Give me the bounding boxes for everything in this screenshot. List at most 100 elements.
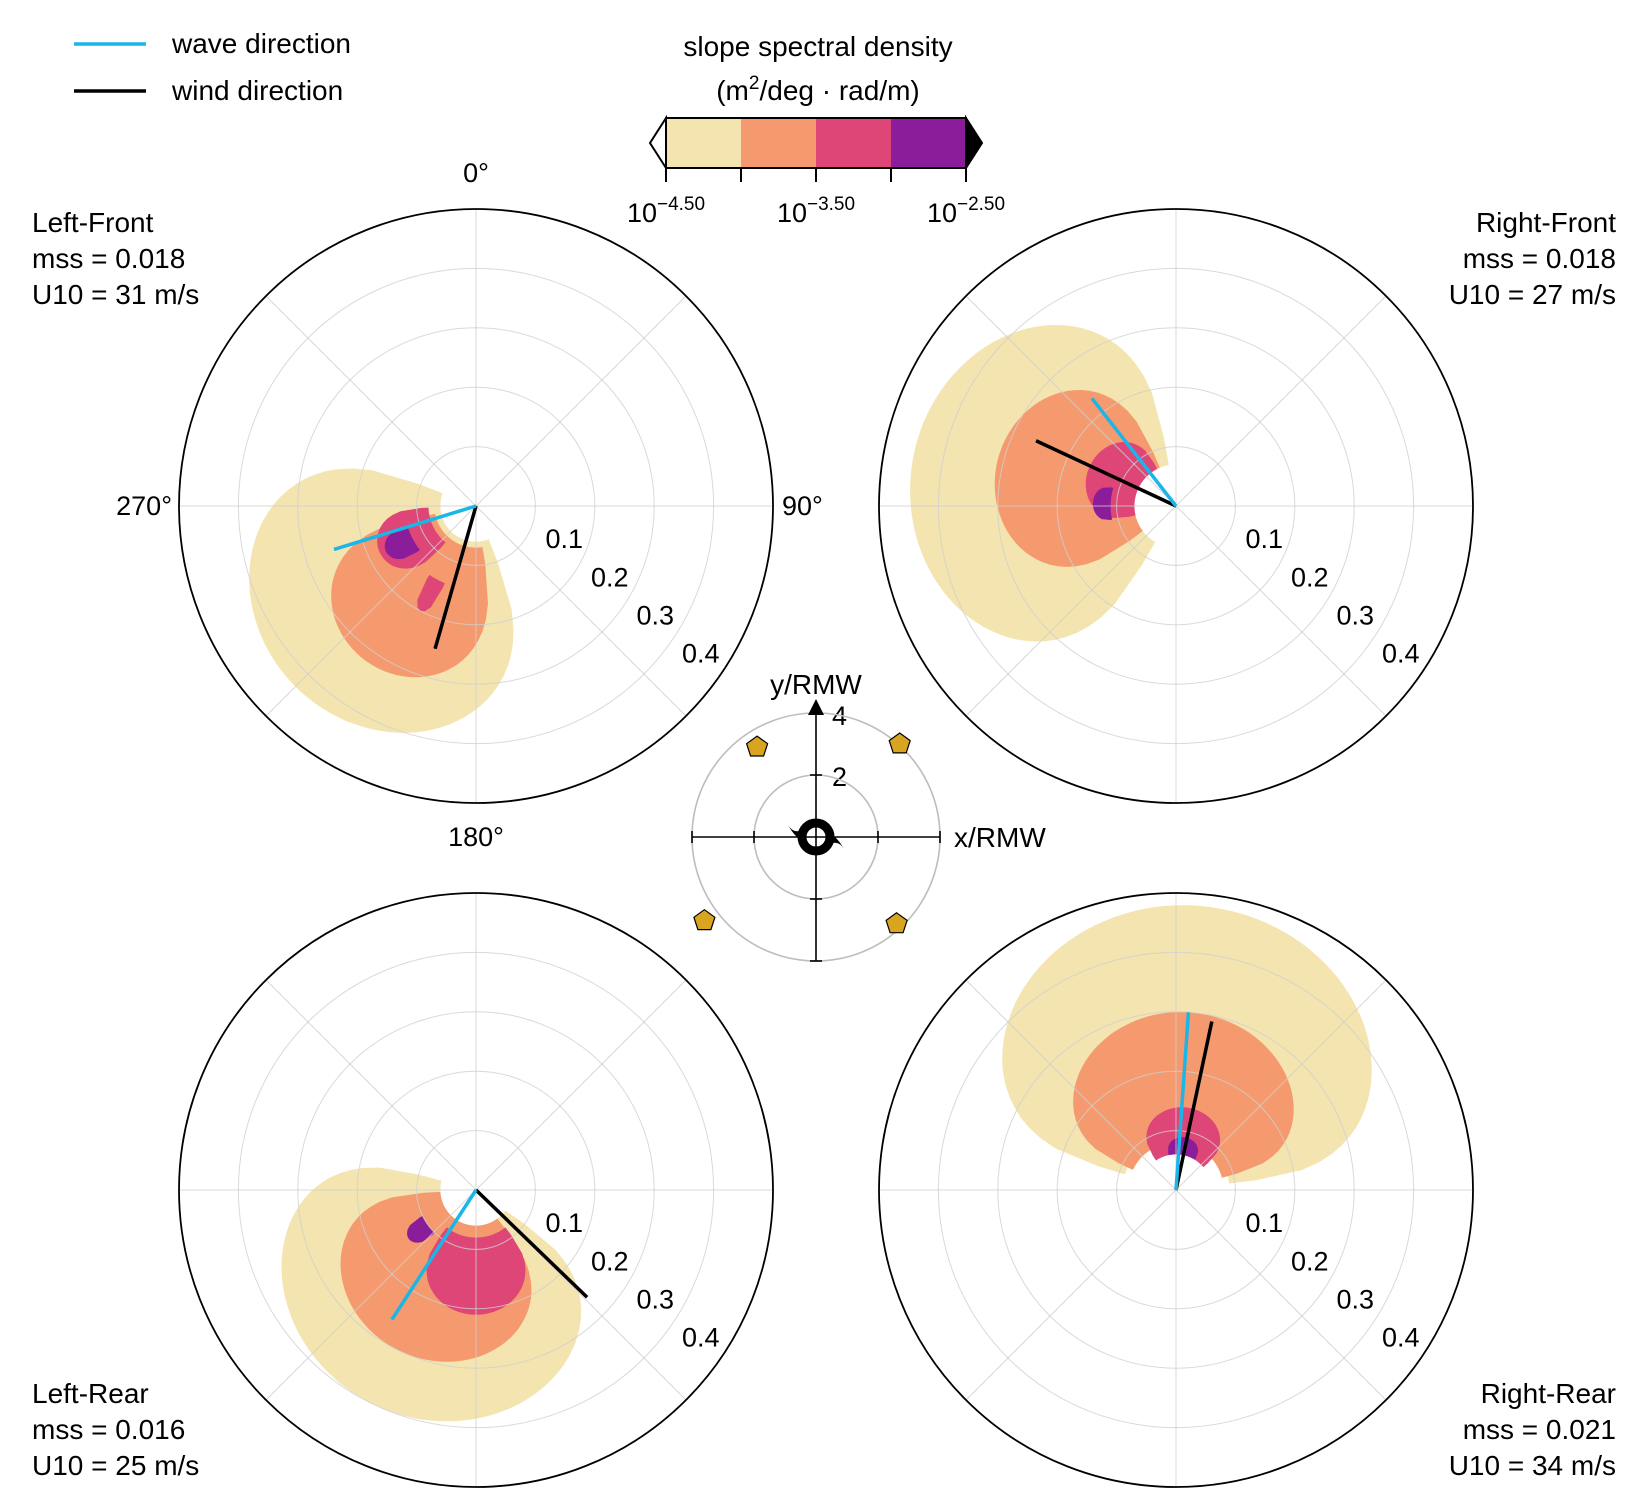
- colorbar-tick-label: 10−3.50: [777, 194, 855, 228]
- panel-labels: Left-Front mss = 0.018 U10 = 31 m/s Righ…: [32, 207, 1616, 1481]
- buoy-marker-2: [888, 732, 911, 754]
- panel-title-right-rear: Right-Rear: [1481, 1378, 1616, 1409]
- buoy-marker-1: [745, 735, 769, 757]
- colorbar-segment-2: [741, 118, 817, 168]
- colorbar-segment-3: [816, 118, 892, 168]
- grid-spoke: [1175, 295, 1387, 507]
- storm-inset: y/RMW x/RMW 4 2: [691, 669, 1046, 962]
- label-left-rear: Left-Rear mss = 0.016 U10 = 25 m/s: [32, 1378, 199, 1481]
- polar-frame: [178, 208, 774, 804]
- hurricane-icon: [788, 818, 844, 856]
- label-right-rear: Right-Rear mss = 0.021 U10 = 34 m/s: [1449, 1378, 1616, 1481]
- grid-spoke: [475, 505, 687, 717]
- angle-label-0: 0°: [463, 158, 489, 188]
- polar-frame: [178, 892, 774, 1488]
- inset-ylabel: y/RMW: [770, 669, 862, 700]
- inset-y-arrow: [808, 699, 824, 715]
- wave-direction-line: [333, 504, 477, 552]
- radial-tick-label: 0.2: [1291, 1246, 1329, 1276]
- legend: wave direction wind direction: [74, 28, 351, 106]
- legend-wave-label: wave direction: [171, 28, 351, 59]
- polar-frame: [878, 892, 1474, 1488]
- buoy-marker-4: [885, 912, 908, 934]
- contour-level-2-2: [331, 513, 488, 678]
- legend-wind-label: wind direction: [171, 75, 343, 106]
- colorbar-extend-max: [965, 114, 984, 172]
- radial-tick-label: 0.4: [682, 639, 720, 669]
- panel-u10-left-rear: U10 = 25 m/s: [32, 1450, 199, 1481]
- polar-panel-left-rear: 0.10.2 0.30.4: [178, 892, 774, 1488]
- radial-tick-label: 0.1: [1246, 524, 1284, 554]
- grid-spoke: [265, 1189, 477, 1401]
- angle-label-90: 90°: [782, 491, 823, 521]
- panel-u10-right-front: U10 = 27 m/s: [1449, 279, 1616, 310]
- hurricane-arm-left: [788, 825, 804, 841]
- colorbar-tick-label: 10−2.50: [927, 194, 1005, 228]
- inset-xlabel: x/RMW: [954, 822, 1046, 853]
- grid-spoke: [265, 295, 477, 507]
- buoy-marker-3: [693, 908, 716, 931]
- polar-frame: [878, 208, 1474, 804]
- colorbar-segment-1: [666, 118, 742, 168]
- wave-direction-line: [1174, 1012, 1191, 1191]
- angle-labels: 0° 90° 180° 270°: [116, 158, 823, 852]
- wind-direction-line: [474, 1188, 589, 1299]
- polar-panel-right-rear: 0.10.2 0.30.4: [878, 892, 1474, 1488]
- angle-label-180: 180°: [448, 822, 504, 852]
- contour-level-3-4: [417, 574, 445, 612]
- panel-u10-left-front: U10 = 31 m/s: [32, 279, 199, 310]
- grid-spoke: [965, 1189, 1177, 1401]
- wave-direction-line: [1090, 397, 1178, 508]
- colorbar-tick-label: 10−4.50: [627, 194, 705, 228]
- radial-tick-label: 0.4: [1382, 1323, 1420, 1353]
- wind-direction-line: [1035, 439, 1177, 508]
- radial-tick-label: 0.4: [1382, 639, 1420, 669]
- panel-mss-right-front: mss = 0.018: [1463, 243, 1616, 274]
- radial-tick-label: 0.1: [546, 1208, 584, 1238]
- radial-tick-label: 0.2: [591, 1246, 629, 1276]
- grid-spoke: [965, 979, 1177, 1191]
- radial-tick-label: 0.4: [682, 1323, 720, 1353]
- contour-level-4-5: [384, 525, 420, 560]
- wind-direction-line: [1174, 1021, 1214, 1191]
- colorbar-extend-min: [648, 114, 667, 172]
- panel-u10-right-rear: U10 = 34 m/s: [1449, 1450, 1616, 1481]
- grid-spoke: [265, 505, 477, 717]
- contour-level-4-4: [1092, 487, 1114, 520]
- colorbar-title-line2: (m2/deg · rad/m): [716, 73, 920, 106]
- grid-spoke: [965, 505, 1177, 717]
- label-right-front: Right-Front mss = 0.018 U10 = 27 m/s: [1449, 207, 1617, 310]
- polar-panel-right-front: 0.10.2 0.30.4: [878, 208, 1474, 804]
- grid-spoke: [965, 295, 1177, 507]
- colorbar-title-line1: slope spectral density: [683, 31, 952, 62]
- angle-label-270: 270°: [116, 491, 172, 521]
- grid-spoke: [265, 979, 477, 1191]
- radial-tick-label: 0.3: [1337, 1285, 1375, 1315]
- radial-tick-label: 0.3: [1337, 601, 1375, 631]
- panel-title-right-front: Right-Front: [1476, 207, 1616, 238]
- label-left-front: Left-Front mss = 0.018 U10 = 31 m/s: [32, 207, 199, 310]
- grid-spoke: [475, 295, 687, 507]
- panel-mss-left-rear: mss = 0.016: [32, 1414, 185, 1445]
- colorbar: slope spectral density (m2/deg · rad/m) …: [627, 31, 1005, 228]
- polar-panel-left-front: 0.10.2 0.30.4: [178, 208, 774, 804]
- panel-mss-left-front: mss = 0.018: [32, 243, 185, 274]
- radial-tick-label: 0.3: [637, 601, 675, 631]
- grid-spoke: [1175, 505, 1387, 717]
- panel-title-left-front: Left-Front: [32, 207, 154, 238]
- contour-level-4-4: [407, 1216, 435, 1243]
- panel-title-left-rear: Left-Rear: [32, 1378, 149, 1409]
- radial-tick-label: 0.3: [637, 1285, 675, 1315]
- hurricane-arm-right: [828, 833, 844, 849]
- panel-mss-right-rear: mss = 0.021: [1463, 1414, 1616, 1445]
- radial-tick-label: 0.1: [546, 524, 584, 554]
- colorbar-segment-4: [891, 118, 967, 168]
- inset-tick-2: 2: [832, 762, 847, 792]
- grid-spoke: [1175, 979, 1387, 1191]
- wave-direction-line: [390, 1189, 478, 1321]
- grid-spoke: [475, 979, 687, 1191]
- radial-tick-label: 0.2: [591, 562, 629, 592]
- radial-tick-label: 0.1: [1246, 1208, 1284, 1238]
- radial-tick-label: 0.2: [1291, 562, 1329, 592]
